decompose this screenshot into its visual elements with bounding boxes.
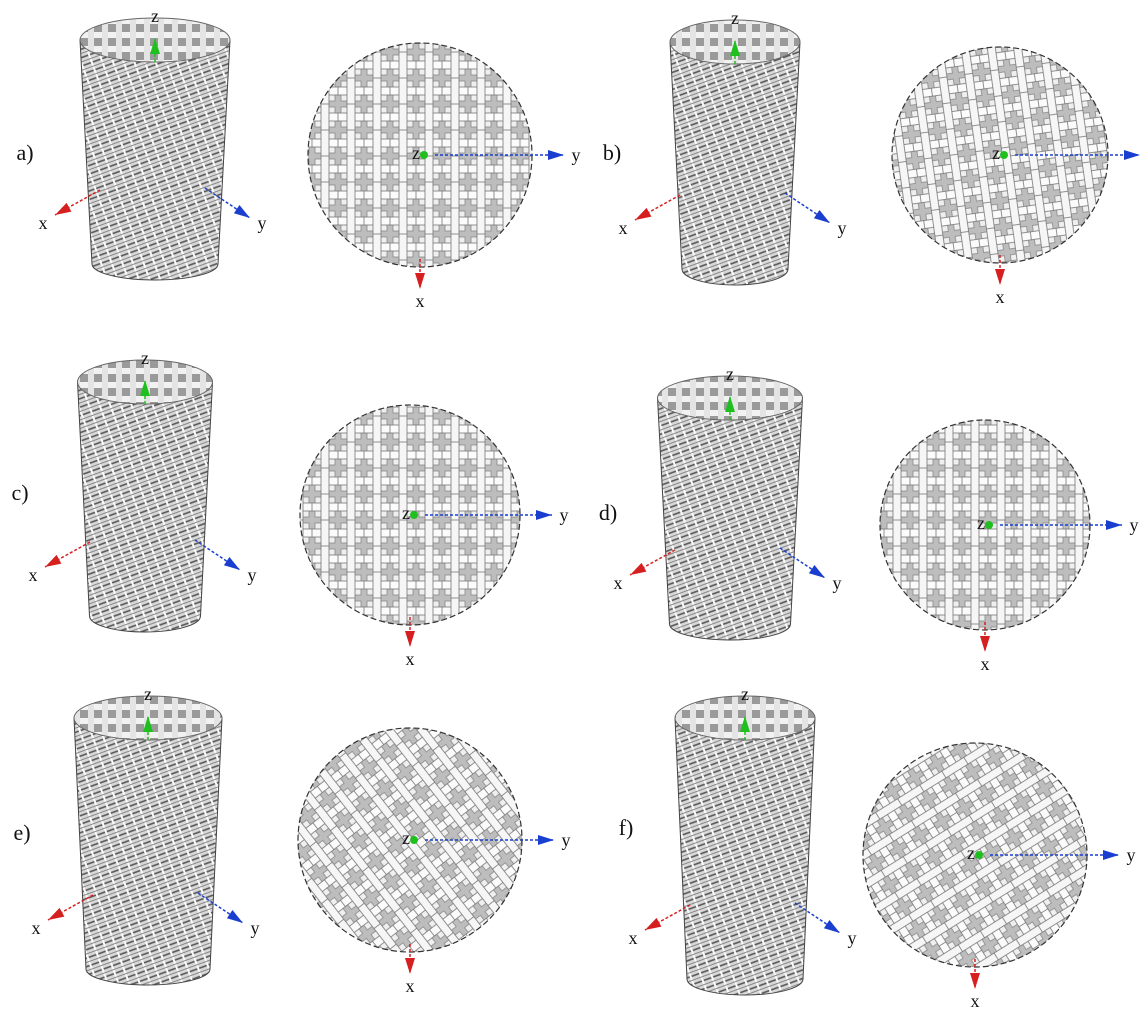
y-axis-label: y: [258, 213, 267, 233]
x-axis-label: x: [629, 928, 638, 948]
y-axis-label: y: [848, 928, 857, 948]
x-axis-label: x: [996, 287, 1005, 307]
panel-label: d): [599, 500, 617, 525]
panel-label: f): [619, 815, 634, 840]
x-axis-arrow-head: [645, 918, 661, 930]
x-axis-label: x: [614, 573, 623, 593]
y-axis-arrow-head: [538, 835, 554, 845]
z-axis-dot: [975, 851, 983, 859]
scaffold-body: [670, 42, 800, 285]
y-axis-arrow-head: [234, 205, 250, 218]
z-axis-dot: [420, 151, 428, 159]
x-axis-arrow-head: [405, 958, 415, 974]
z-axis-label: z: [144, 684, 152, 704]
x-axis-label: x: [406, 649, 415, 669]
y-axis-arrow-head: [1103, 850, 1119, 860]
y-axis-arrow-head: [548, 150, 564, 160]
x-axis-arrow-head: [48, 908, 64, 920]
x-axis-label: x: [619, 218, 628, 238]
x-axis-label: x: [29, 565, 38, 585]
y-axis-label: y: [562, 830, 571, 850]
x-axis-label: x: [39, 213, 48, 233]
z-axis-dot: [410, 511, 418, 519]
x-axis-label: x: [971, 991, 980, 1011]
z-axis-label: z: [741, 684, 749, 704]
y-axis-label: y: [251, 918, 260, 938]
x-axis-arrow-head: [635, 208, 651, 220]
x-axis-arrow-head: [415, 273, 425, 289]
x-axis-arrow-head: [970, 973, 980, 989]
y-axis-arrow-head: [814, 210, 830, 223]
y-axis-label: y: [1130, 515, 1139, 535]
x-axis-arrow-head: [995, 269, 1005, 285]
y-axis-arrow-head: [809, 565, 825, 578]
panel-label: c): [11, 480, 28, 505]
x-axis-label: x: [32, 918, 41, 938]
x-axis-arrow-head: [630, 563, 646, 575]
panel-label: a): [16, 140, 33, 165]
z-axis-label: z: [151, 6, 159, 26]
y-axis-arrow-head: [1106, 520, 1122, 530]
y-axis-arrow-head: [824, 920, 840, 933]
panel-label: b): [603, 140, 621, 165]
scaffold-body: [658, 398, 803, 640]
scaffold-body: [80, 40, 230, 280]
y-axis-label: y: [572, 145, 581, 165]
x-axis-arrow-head: [405, 631, 415, 647]
scaffold-body: [74, 718, 222, 985]
y-axis-label: y: [560, 505, 569, 525]
scaffold-body: [675, 718, 815, 995]
z-axis-dot: [410, 836, 418, 844]
y-axis-label: y: [833, 573, 842, 593]
y-axis-label: y: [838, 218, 847, 238]
x-axis-label: x: [981, 654, 990, 674]
z-axis-label: z: [402, 503, 410, 523]
z-axis-label: z: [967, 843, 975, 863]
y-axis-arrow-head: [224, 557, 240, 570]
x-axis-arrow-head: [45, 555, 61, 567]
y-axis-arrow-head: [227, 910, 243, 923]
z-axis-label: z: [726, 364, 734, 384]
z-axis-label: z: [402, 828, 410, 848]
z-axis-dot: [985, 521, 993, 529]
y-axis-arrow-head: [1124, 150, 1140, 160]
scaffold-body: [78, 382, 213, 632]
x-axis-arrow-head: [980, 636, 990, 652]
z-axis-label: z: [992, 143, 1000, 163]
y-axis-arrow-head: [536, 510, 552, 520]
y-axis-label: y: [248, 565, 257, 585]
z-axis-label: z: [412, 143, 420, 163]
y-axis-label: y: [1127, 845, 1136, 865]
x-axis-label: x: [406, 976, 415, 996]
z-axis-label: z: [141, 348, 149, 368]
panel-label: e): [13, 820, 30, 845]
x-axis-label: x: [416, 291, 425, 311]
z-axis-label: z: [977, 513, 985, 533]
z-axis-dot: [1000, 151, 1008, 159]
figure: a) x y z z y x b) x y z z y x c) x y z z y x d) x y z z y x e) x y z z y x…: [0, 0, 1147, 1012]
x-axis-arrow-head: [55, 203, 71, 215]
z-axis-label: z: [731, 8, 739, 28]
